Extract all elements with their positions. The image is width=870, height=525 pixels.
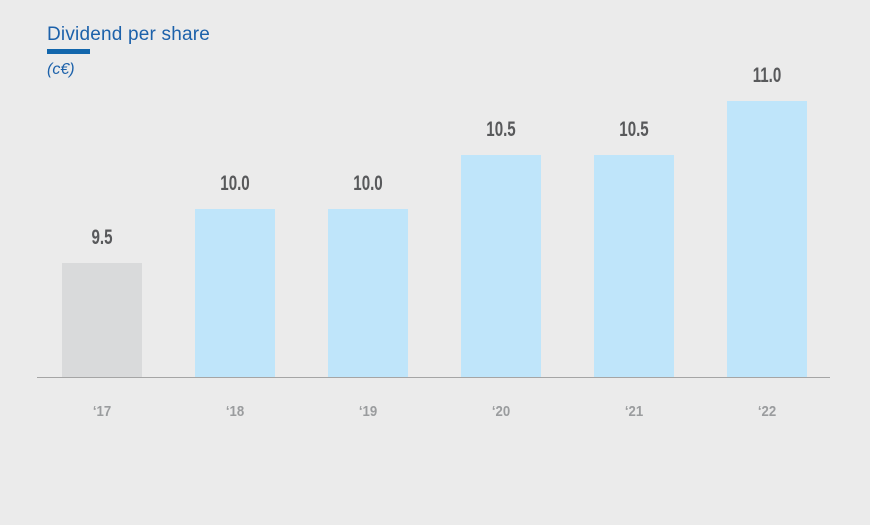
bar bbox=[62, 263, 142, 377]
bar-value-label: 10.5 bbox=[619, 118, 649, 141]
x-tick-label: ‘19 bbox=[358, 403, 378, 420]
x-tick-label: ‘17 bbox=[92, 403, 112, 420]
bar-value-label: 10.5 bbox=[486, 118, 516, 141]
bar bbox=[195, 209, 275, 377]
bar bbox=[594, 155, 674, 377]
chart-title: Dividend per share bbox=[47, 24, 211, 45]
x-tick-label: ‘20 bbox=[491, 403, 511, 420]
x-axis-line bbox=[37, 377, 830, 378]
bar bbox=[727, 101, 807, 377]
chart-subtitle: (c€) bbox=[47, 61, 75, 78]
bar-value-label: 9.5 bbox=[91, 226, 113, 249]
x-tick-label: ‘21 bbox=[624, 403, 644, 420]
title-underline bbox=[47, 49, 90, 54]
bar bbox=[461, 155, 541, 377]
bar-value-label: 10.0 bbox=[220, 172, 250, 195]
bar-value-label: 10.0 bbox=[353, 172, 383, 195]
bar-value-label: 11.0 bbox=[752, 64, 782, 87]
x-tick-label: ‘22 bbox=[757, 403, 777, 420]
bar bbox=[328, 209, 408, 377]
x-tick-label: ‘18 bbox=[225, 403, 245, 420]
